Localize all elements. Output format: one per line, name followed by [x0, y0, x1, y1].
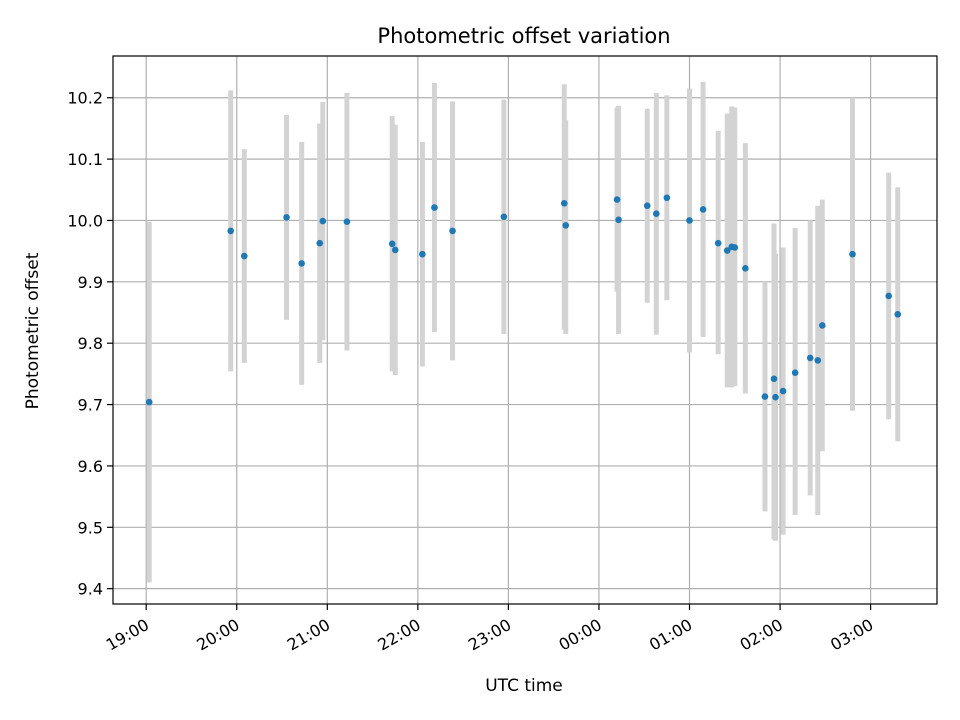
- data-point: [449, 227, 456, 235]
- x-axis-label: UTC time: [485, 676, 563, 696]
- data-point: [652, 210, 660, 218]
- data-point: [343, 218, 351, 225]
- data-point: [761, 393, 769, 400]
- data-point: [615, 216, 622, 224]
- y-tick-label: 9.4: [78, 580, 103, 599]
- data-point: [894, 311, 902, 318]
- data-point: [419, 250, 426, 258]
- data-point: [391, 246, 399, 254]
- data-point: [562, 222, 570, 229]
- grid: [113, 56, 937, 604]
- data-point: [819, 322, 826, 329]
- y-axis-label: Photometric offset: [23, 252, 43, 409]
- data-point: [283, 214, 290, 221]
- data-point: [806, 354, 814, 362]
- data-point: [319, 217, 327, 225]
- y-tick-label: 10.2: [67, 89, 103, 108]
- data-point: [779, 387, 787, 395]
- y-tick-label: 9.8: [78, 334, 103, 353]
- y-tick-label: 9.9: [78, 273, 103, 292]
- y-tick-label: 9.5: [78, 518, 103, 537]
- y-tick-label: 9.7: [78, 396, 103, 415]
- data-points: [145, 194, 902, 406]
- y-axis-ticks: 9.4 9.5 9.6 9.7 9.8 9.9 10.0 10.1 10.2: [67, 89, 113, 599]
- data-point: [431, 204, 438, 211]
- y-tick-label: 10.0: [67, 211, 103, 230]
- data-point: [731, 244, 739, 251]
- chart-title: Photometric offset variation: [377, 24, 670, 48]
- data-point: [560, 199, 568, 207]
- data-point: [388, 240, 396, 248]
- y-tick-label: 9.6: [78, 457, 103, 476]
- data-point: [227, 227, 235, 235]
- data-point: [885, 292, 893, 300]
- data-point: [770, 375, 778, 383]
- data-point: [686, 217, 693, 224]
- data-point: [849, 250, 856, 258]
- data-point: [699, 206, 707, 213]
- data-point: [643, 202, 651, 210]
- plot-frame: [112, 55, 938, 605]
- data-point: [663, 194, 671, 202]
- data-point: [500, 213, 508, 221]
- data-point: [723, 247, 731, 254]
- data-point: [316, 239, 324, 247]
- data-point: [791, 369, 799, 376]
- data-point: [714, 239, 722, 247]
- data-point: [814, 357, 822, 364]
- data-point: [240, 252, 248, 260]
- data-point: [772, 393, 779, 401]
- y-tick-label: 10.1: [67, 150, 103, 169]
- data-point: [298, 260, 305, 267]
- data-point: [742, 265, 749, 272]
- data-point: [145, 398, 153, 406]
- data-point: [613, 196, 621, 203]
